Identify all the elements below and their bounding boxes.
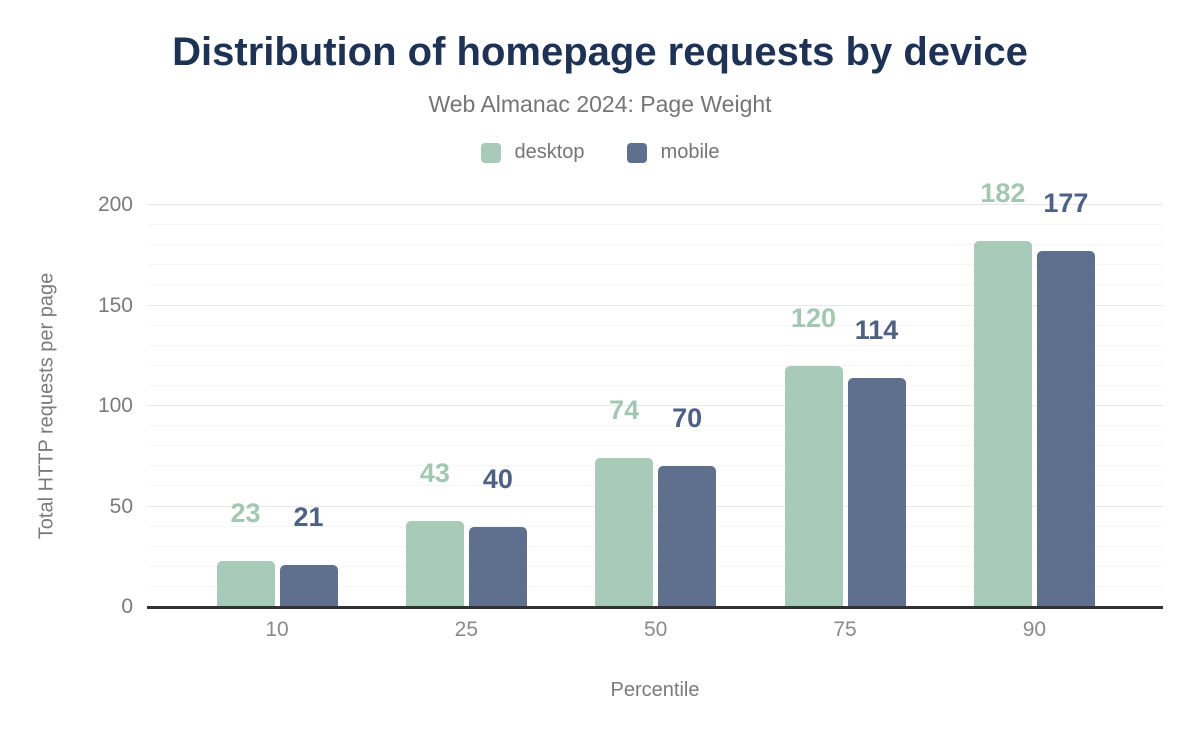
value-label-desktop-p25: 43	[419, 457, 450, 488]
y-tick-label-200: 200	[97, 193, 133, 216]
minor-gridline-190	[147, 224, 1163, 226]
legend-label-desktop: desktop	[514, 141, 585, 163]
y-tick-label-150: 150	[97, 293, 133, 317]
y-tick-label-0: 0	[121, 595, 133, 618]
major-gridline-50	[147, 505, 1163, 507]
legend-label-mobile: mobile	[660, 141, 720, 163]
minor-gridline-60	[147, 485, 1163, 487]
minor-gridline-130	[147, 344, 1163, 346]
value-label-mobile-p25: 40	[482, 463, 513, 494]
minor-gridline-40	[147, 525, 1163, 527]
legend-item-desktop[interactable]: desktop	[480, 141, 585, 164]
minor-gridline-120	[147, 364, 1163, 366]
x-axis-title: Percentile	[610, 679, 700, 701]
bar-desktop-p90[interactable]	[973, 241, 1032, 607]
minor-gridline-70	[147, 465, 1163, 467]
major-gridline-200	[147, 204, 1163, 205]
x-tick-label-75: 75	[833, 618, 857, 641]
bar-mobile-p10[interactable]	[279, 564, 338, 607]
minor-gridline-90	[147, 425, 1163, 427]
legend: desktop mobile	[0, 141, 1200, 164]
bar-desktop-p75[interactable]	[784, 365, 843, 607]
desktop-legend-swatch-icon	[480, 142, 501, 163]
minor-gridline-160	[147, 284, 1163, 286]
legend-item-mobile[interactable]: mobile	[626, 141, 720, 164]
chart-subtitle: Web Almanac 2024: Page Weight	[428, 91, 772, 117]
value-label-mobile-p10: 21	[293, 501, 324, 532]
bar-mobile-p50[interactable]	[658, 466, 717, 607]
value-label-mobile-p75: 114	[854, 314, 899, 345]
value-label-desktop-p10: 23	[230, 497, 261, 528]
bar-mobile-p75[interactable]	[847, 377, 906, 607]
x-tick-label-25: 25	[454, 618, 479, 641]
minor-gridline-180	[147, 244, 1163, 246]
minor-gridline-30	[147, 545, 1163, 547]
minor-gridline-10	[147, 585, 1163, 587]
minor-gridline-110	[147, 384, 1163, 386]
minor-gridline-140	[147, 324, 1163, 326]
value-label-mobile-p50: 70	[672, 403, 703, 434]
x-tick-label-10: 10	[265, 618, 289, 641]
value-label-desktop-p50: 74	[609, 395, 640, 426]
bar-desktop-p10[interactable]	[216, 560, 275, 607]
chart-title: Distribution of homepage requests by dev…	[172, 30, 1028, 74]
y-tick-label-100: 100	[97, 394, 133, 417]
major-gridline-100	[147, 405, 1163, 406]
major-gridline-150	[147, 304, 1163, 306]
plot-area: 23 21 43 40 74 70 120 114 182 177	[147, 180, 1163, 609]
value-label-mobile-p90: 177	[1043, 188, 1089, 219]
bar-desktop-p25[interactable]	[405, 520, 464, 607]
bar-mobile-p25[interactable]	[468, 526, 527, 607]
minor-gridline-80	[147, 445, 1163, 447]
x-tick-label-50: 50	[644, 618, 668, 641]
bar-desktop-p50[interactable]	[595, 458, 654, 607]
minor-gridline-170	[147, 264, 1163, 266]
value-label-desktop-p90: 182	[980, 178, 1026, 209]
value-label-desktop-p75: 120	[791, 302, 837, 333]
minor-gridline-20	[147, 565, 1163, 567]
y-tick-label-50: 50	[109, 494, 133, 518]
mobile-legend-swatch-icon	[626, 142, 647, 163]
x-tick-label-90: 90	[1022, 618, 1047, 641]
x-axis-line	[147, 606, 1163, 609]
bar-mobile-p90[interactable]	[1036, 251, 1095, 607]
